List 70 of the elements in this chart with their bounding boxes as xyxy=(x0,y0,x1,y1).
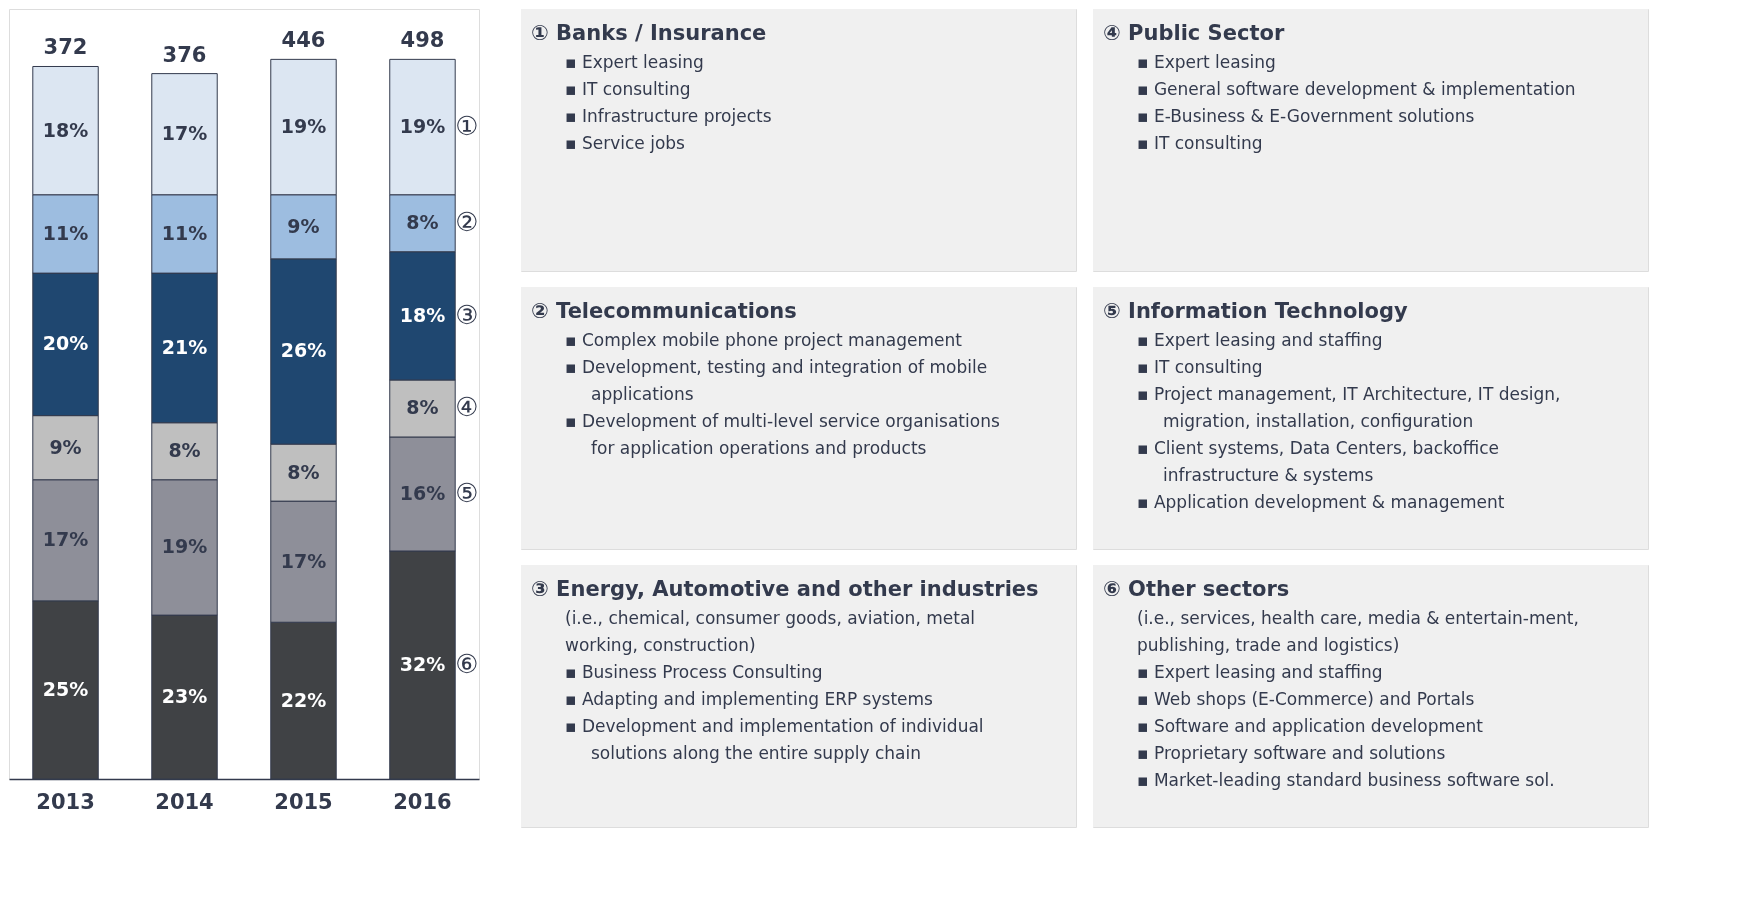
data-label: 19% xyxy=(280,115,327,138)
annotation: ④ xyxy=(455,392,479,423)
text: ▪ Software and application development xyxy=(1137,716,1484,736)
text: ⑤ Information Technology xyxy=(1103,299,1408,323)
data-label: 17% xyxy=(42,528,89,551)
data-label: 17% xyxy=(280,549,327,572)
data-label: 16% xyxy=(399,482,446,504)
annotation: ③ xyxy=(455,299,479,330)
text: ▪ Web shops (E-Commerce) and Portals xyxy=(1137,689,1475,709)
data-label: 18% xyxy=(399,303,446,326)
x-tick-label: 2015 xyxy=(274,789,333,814)
text: ▪ Infrastructure projects xyxy=(565,106,772,126)
data-label: 8% xyxy=(168,439,201,462)
data-label: 11% xyxy=(161,221,208,244)
data-label: 25% xyxy=(42,677,89,700)
text: ⑥ Other sectors xyxy=(1103,577,1290,601)
annotation: 376 xyxy=(162,42,207,67)
text: ③ Energy, Automotive and other industries xyxy=(531,577,1039,601)
text: ▪ Market-leading standard business software sol. xyxy=(1137,770,1555,790)
data-label: 9% xyxy=(287,214,320,237)
text: ▪ Application development & management xyxy=(1137,492,1505,512)
annotation: 372 xyxy=(43,35,88,60)
annotation: ⑤ xyxy=(455,478,479,508)
data-label: 17% xyxy=(161,122,208,145)
x-tick-label: 2014 xyxy=(155,789,214,814)
text: ▪ IT consulting xyxy=(1137,133,1263,153)
text: ▪ E-Business & E-Government solutions xyxy=(1137,106,1475,126)
text: (i.e., services, health care, media & entertain-ment, publishing, trade and logistics) xyxy=(1137,608,1579,655)
text: ① Banks / Insurance xyxy=(531,21,767,45)
data-label: 26% xyxy=(280,339,327,362)
x-tick-label: 2016 xyxy=(393,789,452,814)
data-label: 20% xyxy=(42,332,89,355)
data-label: 8% xyxy=(406,396,439,419)
text: ▪ Expert leasing and staffing xyxy=(1137,662,1383,682)
text: ▪ Development, testing and integration of mobile applications xyxy=(565,357,988,404)
data-label: 19% xyxy=(399,115,446,138)
text: ▪ Service jobs xyxy=(565,133,686,153)
data-label: 22% xyxy=(280,688,327,711)
text: ▪ Proprietary software and solutions xyxy=(1137,743,1446,763)
data-label: 8% xyxy=(287,460,320,483)
data-label: 18% xyxy=(42,118,89,141)
text: ▪ Expert leasing xyxy=(565,52,704,72)
annotation: ② xyxy=(455,207,479,238)
text: ④ Public Sector xyxy=(1103,21,1285,45)
text: ▪ Project management, IT Architecture, IT design, migration, installation, configuration xyxy=(1137,384,1561,431)
text: ② Telecommunications xyxy=(531,299,797,323)
x-tick-label: 2013 xyxy=(36,789,95,814)
annotation: 446 xyxy=(281,28,326,53)
text: ▪ Development and implementation of individual solutions along the entire supply chain xyxy=(565,716,984,763)
text: ▪ Development of multi-level service organisations for application operations and products xyxy=(565,411,1000,458)
data-label: 8% xyxy=(406,211,439,234)
text: ▪ IT consulting xyxy=(1137,357,1263,377)
data-label: 23% xyxy=(161,685,208,708)
text: ▪ IT consulting xyxy=(565,79,691,99)
data-label: 19% xyxy=(161,535,208,558)
data-label: 9% xyxy=(49,435,82,458)
data-label: 21% xyxy=(161,335,208,358)
text: ▪ Expert leasing and staffing xyxy=(1137,330,1383,350)
annotation: ① xyxy=(455,111,479,142)
text: ▪ Adapting and implementing ERP systems xyxy=(565,689,934,709)
text: ▪ Client systems, Data Centers, backoffice infrastructure & systems xyxy=(1137,438,1499,485)
annotation: 498 xyxy=(400,28,445,53)
annotation: ⑥ xyxy=(455,649,479,679)
data-label: 11% xyxy=(42,221,89,244)
text: ▪ General software development & implementation xyxy=(1137,79,1576,99)
text: (i.e., chemical, consumer goods, aviation, metal working, construction) xyxy=(565,608,976,655)
text: ▪ Expert leasing xyxy=(1137,52,1276,72)
text: ▪ Business Process Consulting xyxy=(565,662,823,682)
data-label: 32% xyxy=(399,653,446,675)
text: ▪ Complex mobile phone project management xyxy=(565,330,963,350)
